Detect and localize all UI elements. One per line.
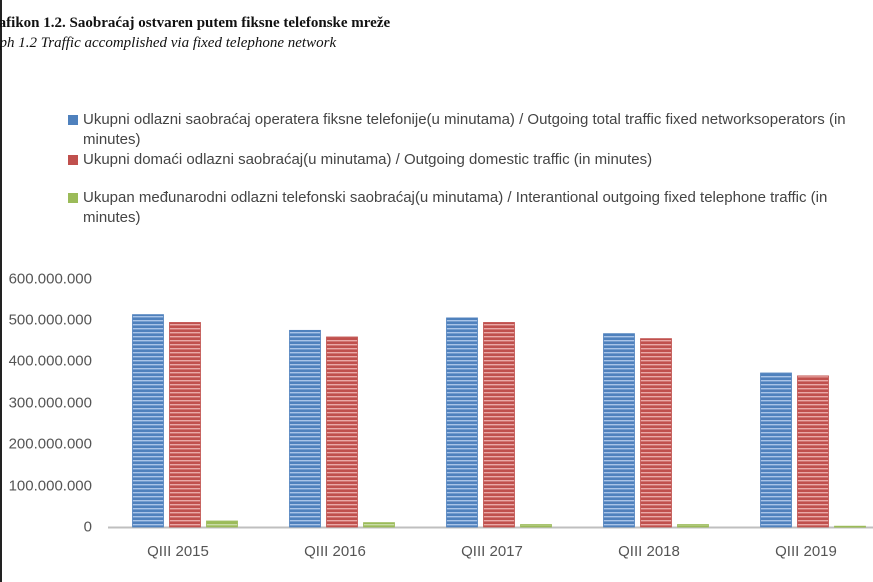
y-tick-label: 400.000.000	[8, 352, 92, 370]
bar-total-qiii-2018	[603, 333, 635, 528]
bar-international-qiii-2016	[363, 522, 395, 528]
bar-domestic-qiii-2016	[326, 336, 358, 528]
legend-label: Ukupan međunarodni odlazni telefonski sa…	[83, 189, 828, 226]
bar-international-qiii-2019	[834, 525, 866, 528]
legend-swatch-green	[68, 193, 78, 203]
bar-total-qiii-2017	[446, 317, 478, 528]
y-tick-label: 600.000.000	[8, 270, 92, 288]
x-tick-label: QIII 2018	[618, 543, 680, 560]
legend: Ukupni odlazni saobraćaj operatera fiksn…	[68, 110, 868, 228]
y-tick-label: 200.000.000	[8, 435, 92, 453]
bar-international-qiii-2017	[520, 524, 552, 528]
bar-domestic-qiii-2019	[797, 375, 829, 528]
legend-swatch-red	[68, 155, 78, 165]
bar-total-qiii-2016	[289, 329, 321, 528]
y-tick-label: 500.000.000	[8, 311, 92, 329]
x-tick-label: QIII 2017	[461, 543, 523, 560]
bar-domestic-qiii-2018	[640, 338, 672, 528]
legend-swatch-blue	[68, 115, 78, 125]
y-tick-label: 0	[83, 518, 92, 536]
x-tick-label: QIII 2019	[775, 543, 837, 560]
legend-item-international: Ukupan međunarodni odlazni telefonski sa…	[68, 188, 868, 228]
bar-total-qiii-2015	[132, 314, 164, 528]
legend-item-domestic: Ukupni domaći odlazni saobraćaj(u minuta…	[68, 150, 868, 170]
y-tick-label: 100.000.000	[8, 477, 92, 495]
y-tick-label: 300.000.000	[8, 394, 92, 412]
chart-subtitle: aph 1.2 Traffic accomplished via fixed t…	[0, 35, 337, 51]
left-border	[0, 0, 2, 582]
bar-international-qiii-2015	[206, 520, 238, 528]
chart-title: rafikon 1.2. Saobraćaj ostvaren putem fi…	[0, 15, 391, 31]
bar-domestic-qiii-2017	[483, 322, 515, 528]
x-tick-label: QIII 2015	[147, 543, 209, 560]
x-tick-label: QIII 2016	[304, 543, 366, 560]
bar-total-qiii-2019	[760, 372, 792, 528]
legend-item-total: Ukupni odlazni saobraćaj operatera fiksn…	[68, 110, 868, 150]
bar-international-qiii-2018	[677, 524, 709, 528]
bar-domestic-qiii-2015	[169, 322, 201, 528]
legend-label: Ukupni odlazni saobraćaj operatera fiksn…	[83, 111, 846, 148]
legend-label: Ukupni domaći odlazni saobraćaj(u minuta…	[83, 151, 653, 168]
